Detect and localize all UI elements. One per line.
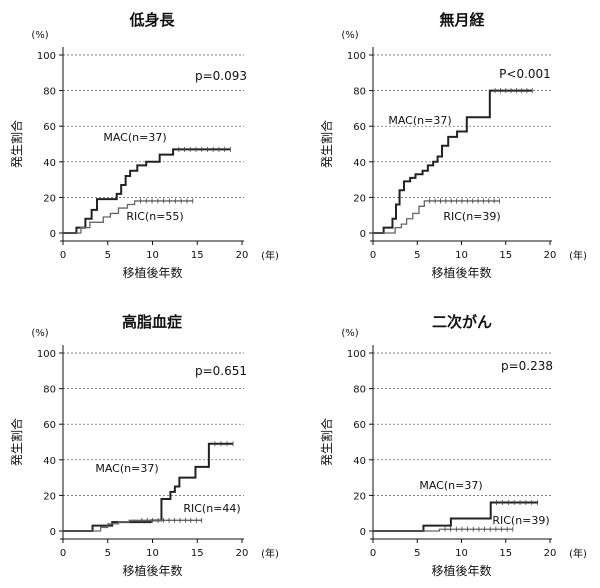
ric-series-label: RIC(n=39) [443,210,500,223]
chart-title: 無月経 [439,11,485,29]
y-axis-label: 発生割合 [319,120,334,168]
chart-title: 高脂血症 [122,313,182,331]
mac-series-label: MAC(n=37) [95,462,158,475]
mac-series-label: MAC(n=37) [388,114,451,127]
x-tick-label: 20 [544,548,557,559]
y-axis-label: 発生割合 [9,120,24,168]
x-unit-label: (年) [569,249,587,262]
ric-series-line [63,519,202,532]
x-axis-label: 移植後年数 [122,563,182,578]
x-tick-label: 20 [236,548,249,559]
y-tick-label: 20 [43,193,56,204]
y-tick-label: 60 [43,420,56,431]
x-unit-label: (年) [569,547,587,560]
x-unit-label: (年) [261,249,279,262]
mac-series-line [373,89,533,234]
chart-title: 低身長 [128,11,175,29]
x-tick-label: 0 [370,250,376,261]
y-tick-label: 0 [50,527,56,538]
x-tick-label: 10 [455,250,468,261]
chart-panel-4: 二次がん 0 20 40 60 80 100 0 5 10 15 20 (%) (年) 移植後年数 発生割合 p… [319,313,587,578]
ric-series-line [63,200,193,234]
x-axis-label: 移植後年数 [122,265,182,280]
chart-title: 二次がん [432,313,492,331]
chart-panel-3: 高脂血症 0 20 40 60 80 100 0 5 10 15 20 (%) (年) 移植後年数 発生割合 p… [9,313,279,578]
x-tick-label: 15 [499,250,512,261]
y-axis-label: 発生割合 [9,418,24,466]
p-value-label: p=0.093 [195,69,247,83]
y-tick-label: 0 [360,229,366,240]
x-axis-label: 移植後年数 [431,563,491,578]
x-tick-label: 5 [105,250,111,261]
chart-panel-2: 無月経 0 20 40 60 80 100 0 5 10 15 20 (%) (年) 移植後年数 発生割合 P<… [319,11,587,280]
y-unit-label: (%) [341,328,358,339]
y-tick-label: 60 [43,122,56,133]
y-tick-label: 60 [353,420,366,431]
p-value-label: P<0.001 [499,67,551,81]
y-tick-label: 20 [353,193,366,204]
x-tick-label: 15 [499,548,512,559]
y-tick-label: 40 [353,456,366,467]
mac-series-label: MAC(n=37) [419,479,482,492]
mac-series-line [63,442,234,532]
y-tick-label: 20 [353,491,366,502]
ric-series-line [373,200,500,234]
y-tick-label: 80 [353,87,366,98]
x-tick-label: 15 [191,250,204,261]
y-tick-label: 100 [347,51,366,62]
y-tick-label: 100 [347,349,366,360]
y-tick-label: 40 [43,456,56,467]
mac-series-line [63,148,231,234]
y-unit-label: (%) [341,30,358,41]
x-tick-label: 5 [414,250,420,261]
y-tick-label: 80 [43,87,56,98]
y-tick-label: 20 [43,491,56,502]
x-tick-label: 20 [236,250,249,261]
x-unit-label: (年) [261,547,279,560]
x-axis-label: 移植後年数 [431,265,491,280]
x-tick-label: 5 [105,548,111,559]
ric-series-line [373,528,513,532]
x-tick-label: 5 [414,548,420,559]
y-tick-label: 40 [353,158,366,169]
y-tick-label: 40 [43,158,56,169]
ric-series-label: RIC(n=55) [126,210,183,223]
y-unit-label: (%) [31,328,48,339]
x-tick-label: 10 [455,548,468,559]
ric-series-label: RIC(n=44) [183,502,240,515]
y-tick-label: 60 [353,122,366,133]
y-tick-label: 100 [37,51,56,62]
y-tick-label: 0 [50,229,56,240]
x-tick-label: 20 [544,250,557,261]
y-tick-label: 80 [353,385,366,396]
y-tick-label: 100 [37,349,56,360]
x-tick-label: 0 [60,250,66,261]
y-axis-label: 発生割合 [319,418,334,466]
ric-series-label: RIC(n=39) [492,514,549,527]
x-tick-label: 15 [191,548,204,559]
x-tick-label: 0 [370,548,376,559]
y-tick-label: 80 [43,385,56,396]
p-value-label: p=0.651 [195,364,247,378]
mac-series-label: MAC(n=37) [103,131,166,144]
chart-panel-1: 低身長 0 20 40 60 80 100 0 5 10 15 20 (%) (年) 移植後年数 発生割合 p=… [9,11,279,280]
x-tick-label: 10 [146,548,159,559]
x-tick-label: 10 [146,250,159,261]
y-tick-label: 0 [360,527,366,538]
x-tick-label: 0 [60,548,66,559]
p-value-label: p=0.238 [501,359,553,373]
y-unit-label: (%) [31,30,48,41]
